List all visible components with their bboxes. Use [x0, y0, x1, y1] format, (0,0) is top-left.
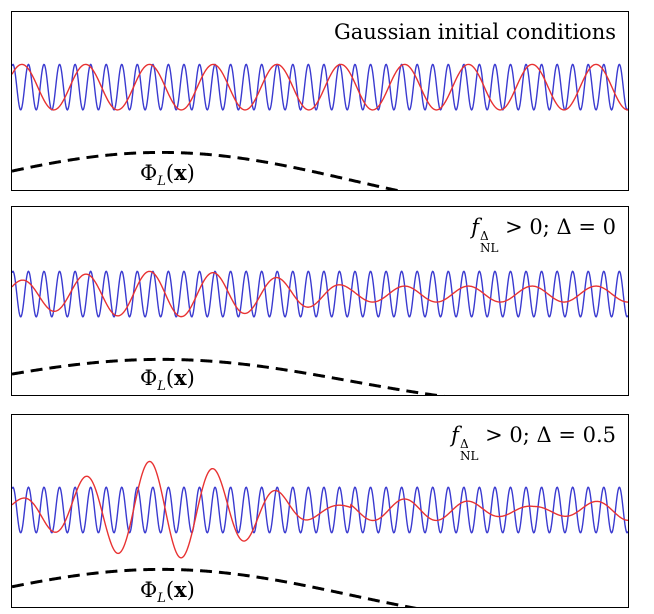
potential-label: ΦL(x) [140, 576, 195, 606]
short-wavelength-mode-curve [12, 63, 628, 111]
label-subscript: NL [480, 241, 499, 255]
short-wavelength-mode-curve [12, 486, 628, 534]
label-scripts: Δ NL [460, 438, 478, 462]
phi-argument: x [174, 159, 187, 185]
phi-symbol: Φ [140, 577, 158, 602]
phi-symbol: Φ [140, 365, 158, 390]
long-wavelength-mode-curve [12, 270, 628, 318]
label-f: f [471, 215, 479, 239]
label-condition: > 0; Δ = 0 [498, 215, 616, 239]
panel-gaussian: Gaussian initial conditions ΦL(x) [11, 11, 629, 191]
short-wavelength-mode-curve [12, 270, 628, 318]
potential-label: ΦL(x) [140, 159, 195, 189]
long-wavelength-potential-curve [12, 150, 403, 190]
panel-title: f Δ NL > 0; Δ = 0.5 [451, 423, 616, 463]
long-wavelength-potential-curve [12, 567, 417, 607]
panel-title: f Δ NL > 0; Δ = 0 [471, 215, 616, 255]
long-wavelength-mode-curve [12, 63, 628, 111]
panel-2-plot [12, 270, 628, 395]
long-wavelength-potential-curve [12, 357, 446, 395]
phi-subscript: L [157, 174, 166, 189]
label-subscript: NL [459, 449, 479, 463]
phi-subscript: L [157, 591, 166, 606]
panel-fnl-delta-0-5: f Δ NL > 0; Δ = 0.5 ΦL(x) [11, 414, 629, 608]
long-wavelength-mode-curve [12, 460, 628, 559]
panel-3-plot [12, 460, 628, 607]
panel-1-plot [12, 63, 628, 190]
label-superscript: Δ [459, 437, 469, 451]
phi-symbol: Φ [140, 160, 158, 185]
phi-argument: x [174, 576, 187, 602]
label-condition: > 0; Δ = 0.5 [478, 423, 616, 447]
label-scripts: Δ NL [480, 230, 498, 254]
potential-label: ΦL(x) [140, 364, 195, 394]
panel-title: Gaussian initial conditions [333, 20, 616, 44]
panel-fnl-delta-0: f Δ NL > 0; Δ = 0 ΦL(x) [11, 206, 629, 396]
label-superscript: Δ [480, 229, 489, 243]
phi-subscript: L [157, 379, 166, 394]
phi-argument: x [174, 364, 187, 390]
label-f: f [451, 423, 459, 447]
